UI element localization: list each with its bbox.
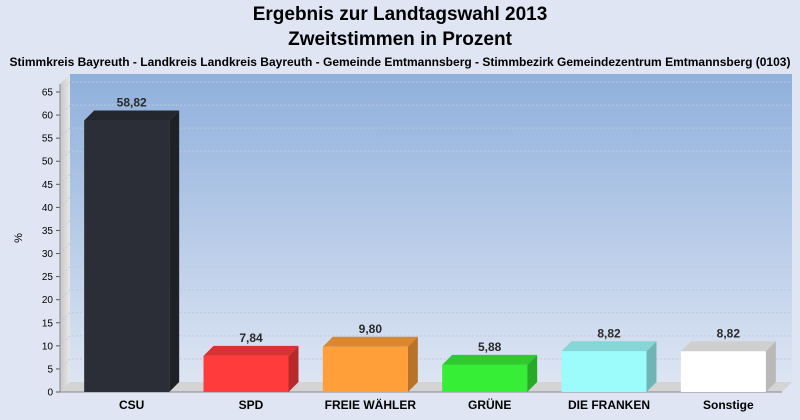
bar-top — [680, 341, 776, 352]
x-tick-label: Sonstige — [703, 398, 754, 412]
plot-background — [70, 74, 792, 382]
data-label: 5,88 — [478, 340, 502, 354]
bar-side — [646, 341, 657, 392]
chart-title: Ergebnis zur Landtagswahl 2013 — [252, 4, 548, 25]
y-tick-label: 60 — [42, 111, 54, 122]
bar-side — [288, 345, 299, 392]
bar-side — [407, 336, 418, 392]
data-label: 7,84 — [239, 331, 263, 345]
x-tick-label: SPD — [239, 398, 264, 412]
gridline — [59, 127, 792, 139]
bar-side — [765, 341, 776, 392]
gridline — [59, 219, 792, 231]
y-tick-label: 10 — [42, 341, 54, 352]
y-tick-label: 15 — [42, 318, 54, 329]
y-tick-label: 65 — [42, 88, 54, 99]
gridline — [59, 81, 792, 93]
data-label: 58,82 — [117, 96, 147, 110]
bar — [561, 351, 647, 392]
bar-top — [203, 345, 299, 356]
y-tick-label: 5 — [47, 364, 53, 375]
gridline — [59, 150, 792, 162]
gridline — [59, 173, 792, 185]
bar — [442, 364, 528, 392]
gridline — [59, 266, 792, 277]
y-axis-label: % — [13, 233, 25, 243]
y-tick-label: 35 — [42, 226, 54, 237]
y-tick-label: 40 — [42, 203, 54, 214]
y-tick-label: 0 — [47, 388, 53, 399]
gridline — [59, 289, 792, 301]
data-label: 9,80 — [359, 322, 383, 336]
gridline — [59, 358, 792, 370]
x-tick-label: FREIE WÄHLER — [325, 397, 417, 412]
y-tick-label: 50 — [42, 157, 54, 168]
data-label: 8,82 — [717, 326, 741, 340]
gridline — [59, 335, 792, 347]
plot-area: 0 5 10 15 20 25 30 35 40 45 50 55 60 65 58,82 CSU 7,84 SP… — [42, 74, 792, 412]
chart-subtitle: Zweitstimmen in Prozent — [288, 29, 512, 50]
bar-top — [561, 341, 657, 352]
gridline — [59, 196, 792, 208]
bar-side — [169, 110, 180, 393]
y-tick-label: 20 — [42, 295, 54, 306]
gridline — [59, 243, 792, 254]
bar — [680, 351, 766, 392]
bar — [84, 120, 170, 393]
data-label: 8,82 — [597, 326, 621, 340]
bar-top — [322, 336, 418, 347]
left-wall — [60, 74, 70, 392]
y-tick-label: 45 — [42, 180, 54, 191]
x-tick-label: GRÜNE — [468, 397, 511, 412]
y-tick-label: 25 — [42, 272, 54, 283]
bar-side — [527, 354, 538, 392]
bar-top — [442, 354, 538, 365]
y-tick-label: 55 — [42, 134, 54, 145]
gridline — [59, 312, 792, 324]
x-tick-label: CSU — [119, 398, 144, 412]
bar — [203, 355, 289, 392]
x-tick-label: DIE FRANKEN — [568, 398, 650, 412]
y-tick-label: 30 — [42, 249, 54, 260]
bar — [322, 346, 408, 392]
gridline — [59, 104, 792, 116]
chart-caption: Stimmkreis Bayreuth - Landkreis Landkrei… — [9, 55, 791, 69]
bar-top — [84, 110, 180, 121]
